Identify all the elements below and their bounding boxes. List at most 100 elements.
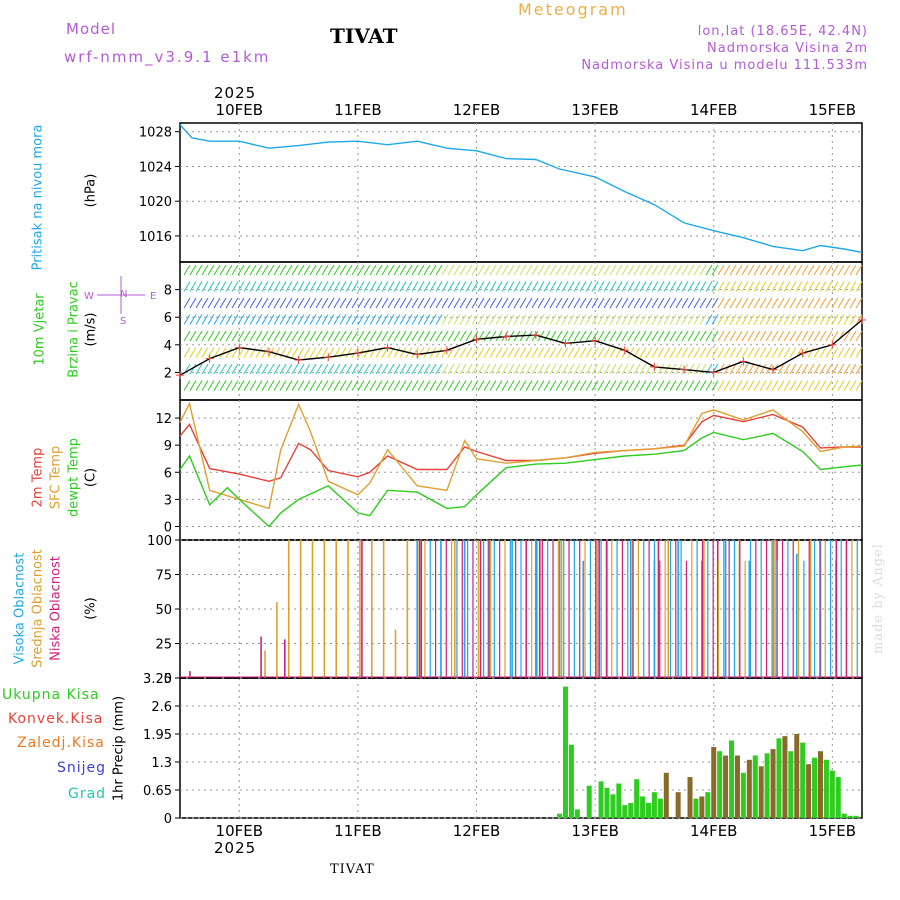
wind-barb: [489, 363, 497, 375]
wind-barb: [693, 380, 701, 391]
wind-barb: [543, 314, 551, 325]
wind-barb: [753, 330, 761, 342]
wind-barb: [783, 363, 791, 375]
y-tick-label: 2: [164, 366, 172, 381]
wind-barb: [819, 363, 827, 375]
wind-barb: [597, 297, 605, 309]
wind-barb: [279, 314, 287, 325]
wind-barb: [183, 330, 191, 342]
wind-barb: [579, 363, 587, 375]
wind-barb: [573, 264, 581, 276]
wind-barb: [807, 330, 815, 342]
wind-barb: [387, 380, 395, 391]
wind-barb: [363, 380, 371, 391]
wind-barb: [579, 281, 587, 292]
wind-barb: [501, 297, 509, 309]
wind-barb: [471, 347, 479, 358]
wind-barb: [453, 297, 461, 309]
wind-barb: [429, 281, 437, 292]
wind-barb: [531, 330, 539, 342]
wind-barb: [501, 347, 509, 358]
wind-barb: [675, 380, 683, 391]
wind-barb: [249, 380, 257, 391]
wind-barb: [321, 347, 329, 358]
wind-barb: [417, 347, 425, 358]
wind-barb: [483, 380, 491, 391]
wind-barb: [261, 281, 269, 292]
wind-barb: [405, 264, 413, 276]
wind-barb: [465, 281, 473, 292]
wind-barb: [273, 281, 281, 292]
wind-barb: [633, 314, 641, 325]
wind-barb: [729, 330, 737, 342]
wind-barb: [429, 314, 437, 325]
wind-barb: [297, 380, 305, 391]
wind-barb: [363, 347, 371, 358]
precip-bar: [740, 772, 746, 818]
compass-s: S: [120, 316, 126, 327]
wind-barb: [561, 264, 569, 276]
wind-barb: [525, 347, 533, 358]
legend-hail: Grad: [68, 786, 107, 802]
model-label: Model: [66, 20, 117, 38]
wind-barb: [243, 363, 251, 375]
wind-barb: [345, 264, 353, 276]
wind-barb: [561, 330, 569, 342]
wind-barb: [495, 297, 503, 309]
wind-barb: [555, 347, 563, 358]
wind-barb: [369, 281, 377, 292]
wind-barb: [411, 314, 419, 325]
wind-barb: [825, 363, 833, 375]
wind-barb: [747, 264, 755, 276]
wind-barb: [273, 297, 281, 309]
wind-barb: [447, 297, 455, 309]
precip-bar: [734, 755, 740, 818]
wind-barb: [789, 347, 797, 358]
wind-barb: [435, 314, 443, 325]
wind-barb: [429, 363, 437, 375]
wind-barb: [825, 297, 833, 309]
wind-barb: [675, 297, 683, 309]
wind-barb: [597, 264, 605, 276]
legend-frozen-rain: Zaledj.Kisa: [17, 735, 105, 751]
wind-barb: [405, 297, 413, 309]
wind-barb: [429, 330, 437, 342]
wind-barb: [225, 264, 233, 276]
wind-barb: [411, 363, 419, 375]
wind-barb: [375, 380, 383, 391]
wind-barb: [291, 330, 299, 342]
wind-barb: [213, 347, 221, 358]
wind-barb: [651, 281, 659, 292]
wind-barb: [207, 380, 215, 391]
wind-barb: [591, 363, 599, 375]
wind-barb: [663, 264, 671, 276]
wind-barb: [483, 264, 491, 276]
wind-barb: [681, 380, 689, 391]
wind-barb: [369, 264, 377, 276]
wind-barb: [315, 297, 323, 309]
precip-bar: [610, 794, 616, 818]
wind-barb: [609, 264, 617, 276]
wind-barb: [183, 264, 191, 276]
wind-barb: [501, 264, 509, 276]
wind-barb: [663, 297, 671, 309]
wind-barb: [225, 330, 233, 342]
wind-barb: [273, 347, 281, 358]
wind-barb: [495, 347, 503, 358]
wind-barb: [321, 314, 329, 325]
wind-barb: [453, 347, 461, 358]
wind-barb: [765, 330, 773, 342]
wind-barb: [525, 363, 533, 375]
wind-barb: [627, 380, 635, 391]
wind-barb: [807, 363, 815, 375]
wind-barb: [273, 330, 281, 342]
precip-bar: [829, 770, 835, 818]
wind-barb: [705, 264, 713, 276]
wind-barb: [279, 330, 287, 342]
y-tick-label: 3.25: [143, 672, 172, 687]
wind-barb: [831, 380, 839, 391]
wind-barb: [609, 297, 617, 309]
wind-barb: [657, 363, 665, 375]
x-tick-label-top: 13FEB: [571, 101, 618, 119]
wind-barb: [627, 314, 635, 325]
